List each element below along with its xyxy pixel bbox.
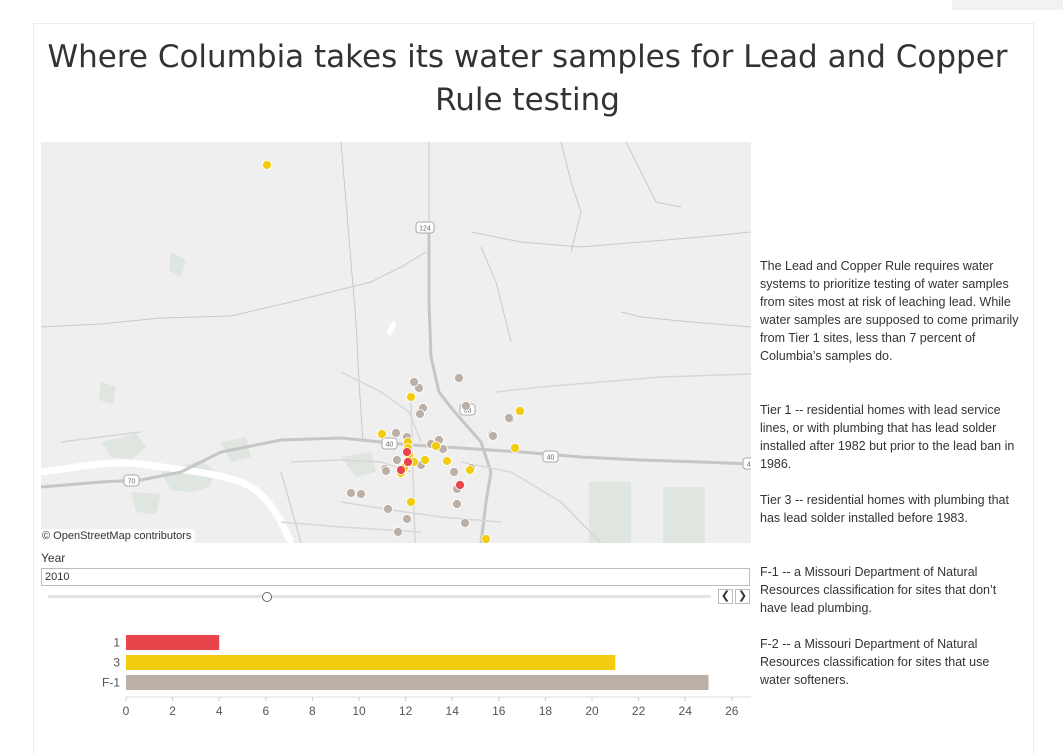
x-tick-label: 12: [399, 704, 413, 718]
legend-f2: F-2 -- a Missouri Department of Natural …: [760, 637, 990, 687]
road-shields: 124 63 40 40 70 4: [123, 221, 751, 487]
sample-site-tier3[interactable]: [515, 406, 525, 416]
map-canvas: 124 63 40 40 70 4: [41, 142, 751, 543]
sample-site-tier3[interactable]: [406, 392, 416, 402]
sample-site-tier3[interactable]: [510, 443, 520, 453]
sample-site-tier3[interactable]: [465, 465, 475, 475]
sample-site-tier3[interactable]: [262, 160, 272, 170]
map-highways: [41, 225, 751, 543]
road-label: 40: [386, 442, 394, 449]
sample-site-f1[interactable]: [488, 431, 498, 441]
sample-site-f1[interactable]: [449, 467, 459, 477]
sample-site-f1[interactable]: [504, 413, 514, 423]
x-tick-label: 4: [216, 704, 223, 718]
sample-site-tier3[interactable]: [420, 455, 430, 465]
map[interactable]: 124 63 40 40 70 4: [41, 142, 751, 543]
sample-site-f1[interactable]: [409, 377, 419, 387]
map-boundaries: [41, 142, 751, 543]
sample-site-f1[interactable]: [452, 499, 462, 509]
x-tick-label: 6: [262, 704, 269, 718]
category-label: 3: [113, 656, 120, 670]
x-tick-label: 14: [446, 704, 460, 718]
year-filter-dropdown[interactable]: 2010: [41, 568, 750, 586]
x-tick-label: 10: [352, 704, 366, 718]
sample-site-f1[interactable]: [415, 409, 425, 419]
legend-tier3: Tier 3 -- residential homes with plumbin…: [760, 493, 1009, 525]
bar-1: [126, 635, 220, 650]
year-slider-track[interactable]: [48, 595, 711, 598]
sample-site-tier1[interactable]: [403, 457, 413, 467]
sample-site-f1[interactable]: [391, 428, 401, 438]
sample-site-f1[interactable]: [402, 514, 412, 524]
x-tick-label: 20: [585, 704, 599, 718]
sample-site-f1[interactable]: [461, 401, 471, 411]
x-tick-label: 16: [492, 704, 506, 718]
sample-site-f1[interactable]: [392, 455, 402, 465]
sample-site-f1[interactable]: [356, 489, 366, 499]
x-tick-label: 8: [309, 704, 316, 718]
sample-site-f1[interactable]: [460, 518, 470, 528]
tier-bar-chart: 13F-10 2 4 6 8 10 12 14 16 18 20 22 24 26: [102, 635, 751, 718]
sample-site-tier1[interactable]: [455, 480, 465, 490]
road-label: 4: [747, 462, 751, 469]
sample-site-tier3[interactable]: [442, 456, 452, 466]
sample-site-tier1[interactable]: [402, 447, 412, 457]
sample-site-tier3[interactable]: [377, 429, 387, 439]
sample-site-f1[interactable]: [383, 504, 393, 514]
x-tick-label: 26: [725, 704, 739, 718]
corner-tab: [952, 0, 1063, 10]
x-tick-label: 22: [632, 704, 646, 718]
lake: [386, 320, 397, 336]
sample-site-tier3[interactable]: [481, 534, 491, 544]
x-tick-label: 2: [169, 704, 176, 718]
page-title: Where Columbia takes its water samples f…: [47, 39, 1008, 118]
bar-F-1: [126, 675, 709, 690]
chevron-right-icon[interactable]: ❯: [735, 589, 750, 604]
year-filter-label: Year: [41, 551, 66, 565]
road-label: 63: [464, 408, 472, 415]
sample-site-tier1[interactable]: [396, 465, 406, 475]
sample-site-f1[interactable]: [454, 373, 464, 383]
x-tick-label: 24: [679, 704, 693, 718]
sample-site-f1[interactable]: [393, 527, 403, 537]
sample-site-tier3[interactable]: [431, 441, 441, 451]
river: [41, 459, 295, 543]
sample-sites[interactable]: [262, 160, 525, 544]
x-tick-label: 0: [123, 704, 130, 718]
category-label: F-1: [102, 676, 120, 690]
sample-site-f1[interactable]: [346, 488, 356, 498]
map-roads: [60, 142, 751, 543]
x-tick-label: 18: [539, 704, 553, 718]
road-label: 70: [128, 479, 136, 486]
road-label: 124: [419, 226, 431, 233]
chevron-left-icon[interactable]: ❮: [718, 589, 733, 604]
map-parks: [99, 252, 705, 543]
sample-site-tier3[interactable]: [406, 497, 416, 507]
sample-site-f1[interactable]: [381, 466, 391, 476]
legend-f1: F-1 -- a Missouri Department of Natural …: [760, 565, 997, 615]
year-slider-handle[interactable]: [261, 592, 272, 602]
legend-tier1: Tier 1 -- residential homes with lead se…: [760, 403, 1015, 471]
road-label: 40: [547, 455, 555, 462]
map-attribution: © OpenStreetMap contributors: [41, 529, 196, 543]
bar-3: [126, 655, 616, 670]
legend-intro: The Lead and Copper Rule requires water …: [760, 259, 1019, 363]
category-label: 1: [113, 636, 120, 650]
